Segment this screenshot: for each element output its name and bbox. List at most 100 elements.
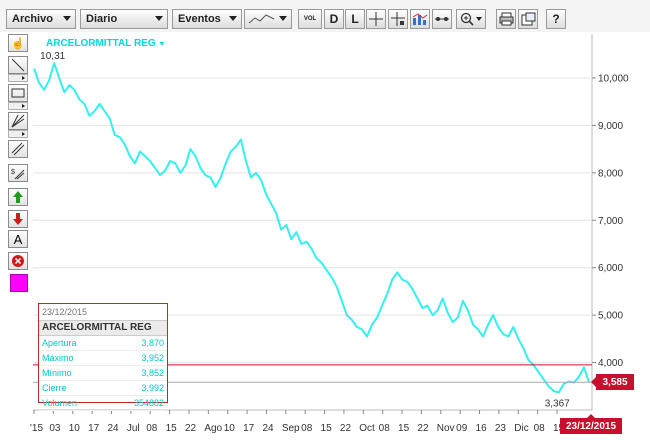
- line-chart-icon: [248, 14, 275, 24]
- arrow-up-icon: [13, 191, 23, 203]
- linear-label: L: [351, 12, 359, 26]
- x-tick-label: 15: [166, 423, 178, 434]
- fan-options[interactable]: [8, 130, 28, 138]
- x-tick-label: 17: [243, 423, 255, 434]
- linear-scale-button[interactable]: L: [345, 9, 365, 29]
- help-label: ?: [552, 12, 560, 26]
- daily-button[interactable]: D: [324, 9, 344, 29]
- trendline-options[interactable]: [8, 74, 28, 82]
- x-tick-label: 23: [495, 423, 507, 434]
- y-tick-label: 4,000: [598, 358, 623, 369]
- info-row-value: 354882: [133, 398, 164, 408]
- x-tick-label: 22: [340, 423, 352, 434]
- volume-toggle-button[interactable]: VOL: [298, 9, 322, 29]
- series-title-text: ARCELORMITTAL REG: [46, 38, 156, 49]
- chart-type-dropdown[interactable]: [244, 9, 292, 29]
- compare-button[interactable]: [432, 9, 452, 29]
- arrow-down-icon: [13, 213, 23, 225]
- x-tick-label: 15: [398, 423, 410, 434]
- export-icon: [521, 12, 535, 26]
- info-rows: Apertura 3,870 Máximo 3,952 Mínimo 3,852 Cierr…: [39, 336, 167, 411]
- channel-tool-button[interactable]: [8, 140, 28, 158]
- compare-icon: [435, 17, 449, 21]
- export-button[interactable]: [518, 9, 538, 29]
- period-dropdown[interactable]: Diario: [80, 9, 168, 29]
- min-value-label: 3,367: [545, 399, 570, 410]
- x-tick-label: 09: [456, 423, 468, 434]
- info-row: Máximo 3,952: [39, 351, 167, 366]
- help-button[interactable]: ?: [546, 9, 566, 29]
- archivo-menu-button[interactable]: Archivo: [6, 9, 76, 29]
- line-tool-icon: [11, 58, 25, 72]
- info-row: Volumen 354882: [39, 396, 167, 411]
- x-tick-label: 24: [107, 423, 119, 434]
- fibonacci-tool-button[interactable]: $: [8, 164, 28, 182]
- x-tick-label: Jul: [127, 423, 140, 434]
- crosshair-values-button[interactable]: [388, 9, 408, 29]
- x-tick-label: Sep: [282, 423, 300, 434]
- x-tick-label: 10: [224, 423, 236, 434]
- x-axis: '15 03 10 17 24 Jul 08 15 22 Ago 10 17 24 Sep 08 15 22 Oc…: [30, 410, 565, 434]
- last-value-badge: 3,585: [591, 374, 634, 390]
- info-row-value: 3,870: [141, 338, 164, 348]
- zoom-icon: [460, 12, 474, 26]
- rectangle-icon: [11, 88, 25, 98]
- x-tick-label: 22: [185, 423, 197, 434]
- trendline-tool-button[interactable]: [8, 56, 28, 74]
- buy-arrow-button[interactable]: [8, 188, 28, 206]
- color-picker-swatch[interactable]: [10, 274, 28, 292]
- x-tick-label: 24: [262, 423, 274, 434]
- events-dropdown[interactable]: Eventos: [172, 9, 242, 29]
- info-row-label: Mínimo: [42, 368, 72, 378]
- zoom-dropdown[interactable]: [456, 9, 486, 29]
- delete-icon: [12, 255, 24, 267]
- indicators-button[interactable]: [410, 9, 430, 29]
- info-row-value: 3,952: [141, 353, 164, 363]
- parallel-lines-icon: [11, 142, 25, 156]
- current-date-badge: 23/12/2015: [560, 414, 622, 434]
- x-tick-label: '15: [30, 423, 43, 434]
- info-row-label: Apertura: [42, 338, 77, 348]
- y-tick-label: 8,000: [598, 168, 623, 179]
- svg-text:$: $: [11, 169, 15, 176]
- x-tick-label: 03: [49, 423, 61, 434]
- x-tick-label: 08: [534, 423, 546, 434]
- price-line: [33, 62, 590, 394]
- info-row: Mínimo 3,852: [39, 366, 167, 381]
- archivo-label: Archivo: [12, 13, 53, 25]
- delete-drawings-button[interactable]: [8, 252, 28, 270]
- x-tick-label: 08: [301, 423, 313, 434]
- fibonacci-icon: $: [11, 169, 25, 180]
- crosshair-button[interactable]: [366, 9, 386, 29]
- hand-icon: ☝: [11, 37, 25, 50]
- info-row-value: 3,852: [141, 368, 164, 378]
- fan-tool-button[interactable]: [8, 112, 28, 130]
- chevron-down-icon: [155, 16, 163, 21]
- rectangle-tool-button[interactable]: [8, 84, 28, 102]
- x-tick-label: 16: [476, 423, 488, 434]
- x-tick-label: Ago: [204, 423, 222, 434]
- crosshair-icon: [369, 12, 383, 26]
- text-tool-button[interactable]: A: [8, 230, 28, 248]
- info-security-name: ARCELORMITTAL REG: [39, 320, 167, 336]
- x-tick-label: Dic: [514, 423, 528, 434]
- pan-tool-button[interactable]: ☝: [8, 34, 28, 52]
- printer-icon: [499, 12, 513, 26]
- text-tool-label: A: [13, 231, 23, 247]
- series-title[interactable]: ARCELORMITTAL REG ▼: [46, 38, 165, 49]
- x-tick-label: 08: [379, 423, 391, 434]
- price-series: [33, 62, 590, 394]
- x-tick-label: Oct: [359, 423, 375, 434]
- print-button[interactable]: [496, 9, 516, 29]
- x-tick-label: 22: [417, 423, 429, 434]
- x-tick-label: 08: [146, 423, 158, 434]
- y-axis: 10,000 9,000 8,000 7,000 6,000 5,000 4,000: [592, 73, 629, 369]
- sell-arrow-button[interactable]: [8, 210, 28, 228]
- y-tick-label: 6,000: [598, 263, 623, 274]
- chevron-down-icon: [229, 16, 237, 21]
- ohlc-info-box: 23/12/2015 ARCELORMITTAL REG Apertura 3,8…: [38, 303, 168, 411]
- shape-options[interactable]: [8, 102, 28, 110]
- bar-chart-icon: [412, 13, 428, 25]
- y-tick-label: 9,000: [598, 121, 623, 132]
- x-tick-label: 17: [88, 423, 100, 434]
